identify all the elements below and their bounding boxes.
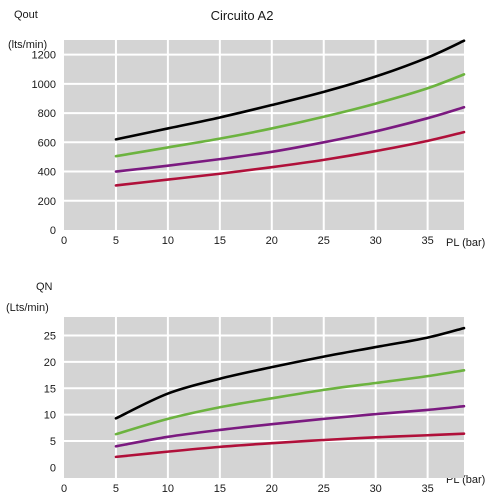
- chart1-x-tick-label: 10: [162, 235, 174, 247]
- chart1-x-tick-label: 20: [266, 235, 278, 247]
- chart1-y-tick-label: 600: [38, 137, 56, 149]
- chart2-series-line-1: [114, 326, 466, 420]
- chart1-ylabel-line2: (lts/min): [8, 39, 47, 51]
- chart1-y-tick-label: 800: [38, 108, 56, 120]
- chart2-y-tick-label: 0: [50, 462, 56, 474]
- chart2-y-tick-label: 10: [44, 410, 56, 422]
- chart1-series-line-1: [114, 39, 466, 141]
- chart1-x-tick-label: 35: [422, 235, 434, 247]
- chart2-x-tick-label: 10: [162, 483, 174, 495]
- chart2-x-tick-label: 0: [61, 483, 67, 495]
- chart2-series-line-2: [114, 369, 466, 436]
- chart2-y-tick-label: 5: [50, 436, 56, 448]
- chart1-x-tick-label: 15: [214, 235, 226, 247]
- chart1-y-tick-label: 400: [38, 167, 56, 179]
- chart2-ylabel-line1: QN: [36, 281, 53, 293]
- chart2-ylabel-line2: (Lts/min): [6, 302, 49, 314]
- chart1-y-tick-label: 0: [50, 225, 56, 237]
- chart2-y-tick-label: 20: [44, 357, 56, 369]
- chart1-plot: 0 5 10 15 20 25 30 35 0 200 400 600 800 1000 1200: [32, 39, 466, 247]
- chart1-x-tick-label: 30: [370, 235, 382, 247]
- chart2-series-line-3: [114, 404, 466, 448]
- chart1-ylabel-line1: Qout: [14, 9, 38, 21]
- chart2-y-tick-label: 15: [44, 383, 56, 395]
- chart2-plot: 0 5 10 15 20 25 30 35 0 5 10 15 20 25: [44, 317, 466, 495]
- chart2-x-tick-label: 20: [266, 483, 278, 495]
- chart1-x-tick-label: 25: [318, 235, 330, 247]
- chart2-y-tick-label: 25: [44, 330, 56, 342]
- chart2-x-tick-label: 30: [370, 483, 382, 495]
- chart2-x-tick-label: 15: [214, 483, 226, 495]
- chart2-x-tick-label: 5: [113, 483, 119, 495]
- chart1-xlabel: PL (bar): [446, 237, 485, 249]
- chart2-x-tick-label: 35: [422, 483, 434, 495]
- chart1-title: Circuito A2: [211, 8, 274, 23]
- chart1-series-line-2: [114, 73, 466, 158]
- chart1-x-tick-label: 0: [61, 235, 67, 247]
- chart1-series-line-3: [114, 105, 466, 173]
- chart2-x-tick-label: 25: [318, 483, 330, 495]
- chart1-y-tick-label: 1000: [32, 79, 56, 91]
- chart1-y-tick-label: 1200: [32, 50, 56, 62]
- chart1-y-tick-label: 200: [38, 196, 56, 208]
- chart2-series-line-4: [114, 432, 466, 459]
- chart1-series-line-4: [114, 130, 466, 187]
- chart1-x-tick-label: 5: [113, 235, 119, 247]
